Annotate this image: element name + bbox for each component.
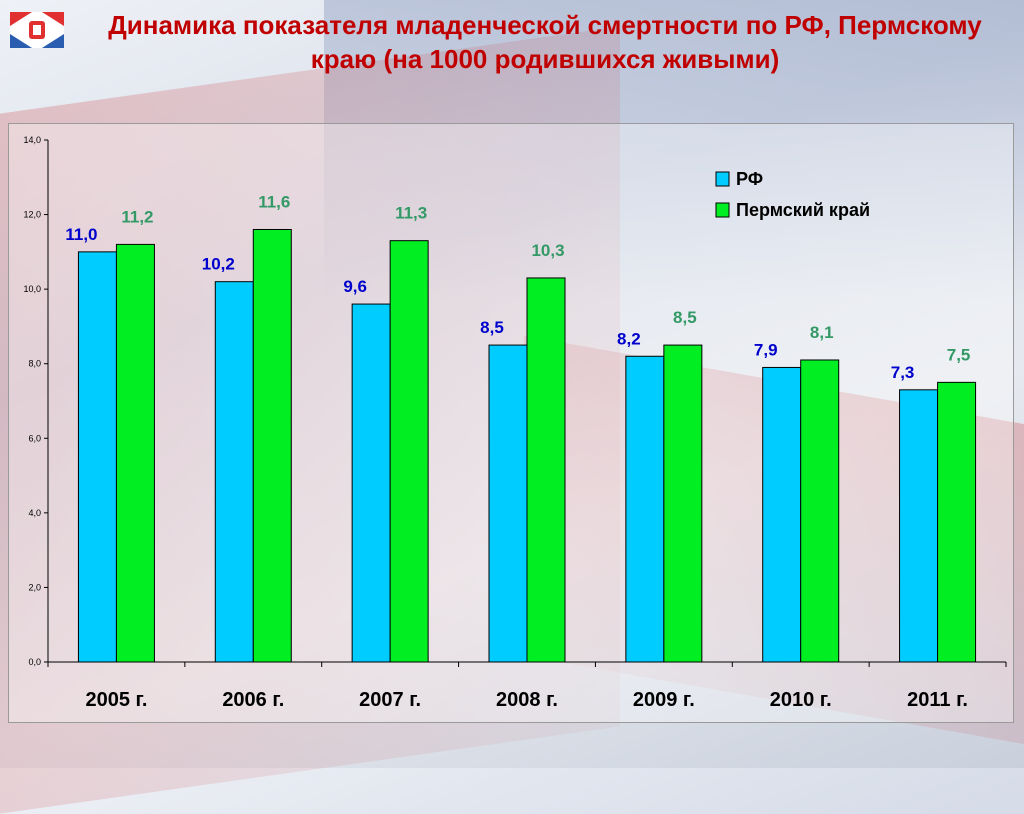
data-label-perm: 10,3 <box>531 241 564 260</box>
y-tick-label: 4,0 <box>28 508 41 518</box>
data-label-rf: 9,6 <box>343 277 367 296</box>
bar-perm <box>800 359 840 663</box>
bar-rf <box>488 344 528 663</box>
page-title: Динамика показателя младенческой смертно… <box>108 10 982 74</box>
bar-perm <box>937 381 977 663</box>
data-label-rf: 11,0 <box>65 225 97 244</box>
data-label-perm: 8,1 <box>810 323 834 342</box>
data-label-rf: 10,2 <box>202 255 235 274</box>
data-label-rf: 8,5 <box>480 318 504 337</box>
y-tick-label: 8,0 <box>28 359 41 369</box>
perm-flag-logo <box>10 12 64 48</box>
data-label-rf: 8,2 <box>617 329 641 348</box>
y-tick-label: 12,0 <box>23 210 41 220</box>
x-category-label: 2010 г. <box>770 689 832 711</box>
bar-chart: 0,0 2,0 4,0 6,0 8,0 10,0 12,0 14,0 11,0 11,2 2005 … <box>23 135 1007 711</box>
legend-swatch-rf <box>715 171 730 187</box>
bar-rf <box>625 355 665 663</box>
y-tick-label: 2,0 <box>28 582 41 592</box>
x-category-label: 2008 г. <box>496 689 558 711</box>
x-category-label: 2005 г. <box>85 689 147 711</box>
data-label-perm: 8,5 <box>673 308 697 327</box>
data-label-perm: 7,5 <box>947 345 971 364</box>
legend-label-perm: Пермский край <box>736 200 870 220</box>
legend-label-rf: РФ <box>736 169 763 189</box>
bar-perm <box>389 240 429 663</box>
y-tick-label: 14,0 <box>23 135 41 145</box>
legend-swatch-perm <box>715 202 730 218</box>
bar-perm <box>663 344 703 663</box>
x-category-label: 2007 г. <box>359 689 421 711</box>
y-tick-label: 10,0 <box>23 284 41 294</box>
y-tick-label: 6,0 <box>28 433 41 443</box>
bar-perm <box>115 243 155 663</box>
background-blue-band <box>324 0 1024 300</box>
data-label-perm: 11,3 <box>395 204 427 223</box>
bar-rf <box>214 281 254 663</box>
x-category-label: 2009 г. <box>633 689 695 711</box>
bar-perm <box>252 228 292 663</box>
data-label-rf: 7,3 <box>891 363 915 382</box>
data-label-rf: 7,9 <box>754 340 778 359</box>
bar-rf <box>899 389 939 663</box>
bar-rf <box>762 366 802 663</box>
bar-perm <box>526 277 566 663</box>
x-category-label: 2006 г. <box>222 689 284 711</box>
y-tick-label: 0,0 <box>28 657 41 667</box>
bar-rf <box>77 251 117 663</box>
data-label-perm: 11,2 <box>121 207 153 226</box>
bar-rf <box>351 303 391 663</box>
data-label-perm: 11,6 <box>258 192 290 211</box>
x-category-label: 2011 г. <box>907 689 968 711</box>
